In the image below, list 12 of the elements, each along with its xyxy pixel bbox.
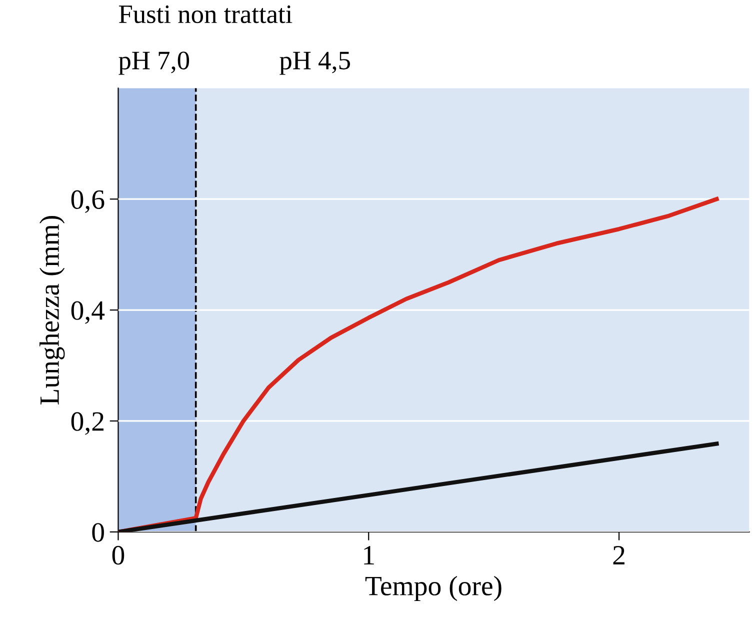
band-label: pH 4,5	[280, 52, 350, 75]
y-tick-label: 0,6	[71, 190, 104, 213]
y-axis-title: Lunghezza (mm)	[39, 216, 65, 404]
x-tick-label: 2	[613, 546, 624, 564]
y-tick-label: 0,2	[71, 412, 104, 435]
y-tick-label: 0,4	[71, 301, 105, 324]
x-axis-title: Tempo (ore)	[365, 576, 502, 602]
chart-title: Fusti non trattati	[118, 5, 292, 24]
y-tick-label: 0	[92, 523, 104, 542]
x-tick-label: 1	[364, 546, 374, 564]
band-label: pH 7,0	[118, 52, 190, 75]
x-tick-label: 0	[112, 546, 124, 565]
